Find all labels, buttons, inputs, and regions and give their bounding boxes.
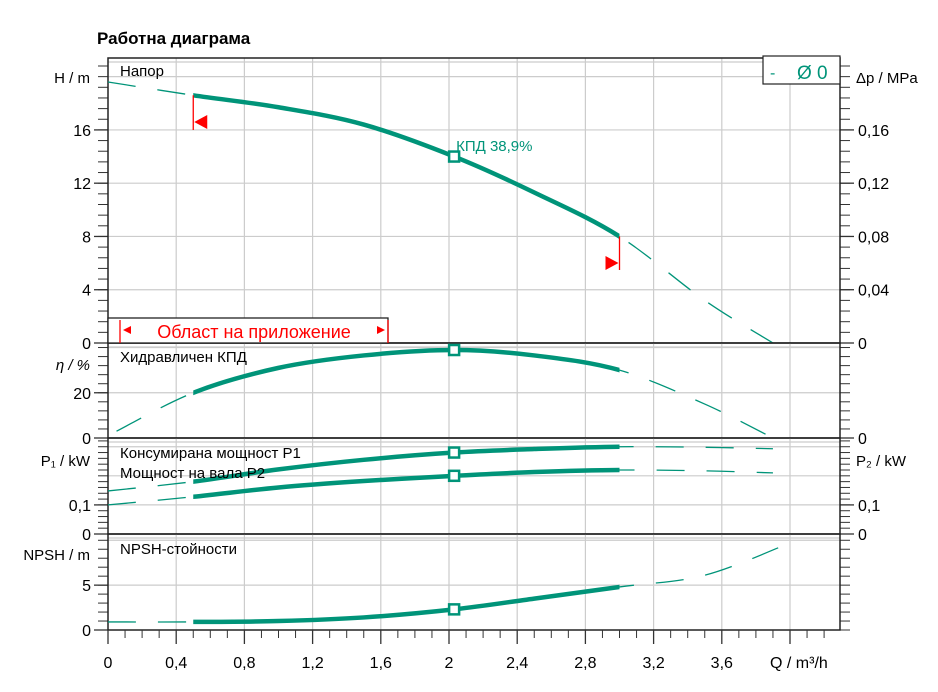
duty-point-marker xyxy=(447,150,461,163)
chart-title: Работна диаграма xyxy=(97,29,251,48)
legend-label: Ø 0 xyxy=(797,63,828,84)
legend-dash: - xyxy=(770,65,775,82)
y-tick-label: 12 xyxy=(73,176,91,193)
x-tick-label: 3,2 xyxy=(642,655,664,672)
y-tick-label: 5 xyxy=(82,578,91,595)
y-tick-label: 20 xyxy=(73,386,91,403)
series-label: Консумирана мощност P1 xyxy=(120,445,301,462)
y-tick-label: 0 xyxy=(82,336,91,353)
y-tick-label-right: 0,08 xyxy=(858,229,889,246)
application-range-box xyxy=(107,317,389,344)
y-tick-label: 16 xyxy=(73,123,91,140)
y-tick-label-right: 0,1 xyxy=(858,498,880,515)
y-tick-label-right: 0,04 xyxy=(858,283,889,300)
x-tick-label: 2,4 xyxy=(506,655,528,672)
application-range-label: Област на приложение xyxy=(157,322,351,342)
x-tick-label: 2 xyxy=(445,655,454,672)
panel-frame xyxy=(107,533,841,631)
series-label: Хидравличен КПД xyxy=(120,349,247,366)
duty-point-marker xyxy=(447,446,461,459)
curve-head xyxy=(193,93,620,240)
x-tick-label: 0 xyxy=(104,655,113,672)
y-tick-label-right: 0 xyxy=(858,336,867,353)
x-tick-label: 0,8 xyxy=(233,655,255,672)
legend-box xyxy=(762,55,841,85)
series-label: NPSH-стойности xyxy=(120,541,237,558)
range-left-arrow-icon xyxy=(123,326,131,334)
y-tick-label: 0,1 xyxy=(69,498,91,515)
y-tick-label-right: 0 xyxy=(858,431,867,448)
range-start-arrow-icon xyxy=(194,115,208,129)
duty-point-marker xyxy=(447,343,461,357)
y-axis-label: P₁ / kW xyxy=(41,453,91,470)
range-end-arrow-icon xyxy=(605,256,619,270)
x-tick-label: 1,2 xyxy=(301,655,323,672)
y-tick-label: 4 xyxy=(82,283,91,300)
y-tick-label: 8 xyxy=(82,229,91,246)
range-right-arrow-icon xyxy=(377,326,385,334)
y-axis-label: η / % xyxy=(56,357,90,374)
y-axis-label-right: P₂ / kW xyxy=(856,453,907,470)
x-axis-label: Q / m³/h xyxy=(770,655,828,672)
duty-point-marker xyxy=(447,603,461,616)
y-axis-label-right: Δp / MPa xyxy=(856,70,918,87)
y-axis-label: H / m xyxy=(54,70,90,87)
duty-point-label: КПД 38,9% xyxy=(456,138,532,155)
duty-point-marker xyxy=(447,469,461,483)
series-label: Напор xyxy=(120,63,164,80)
y-tick-label: 0 xyxy=(82,527,91,544)
y-tick-label-right: 0,16 xyxy=(858,123,889,140)
series-label: Мощност на вала P2 xyxy=(120,465,265,482)
y-axis-label: NPSH / m xyxy=(23,547,90,564)
y-tick-label: 0 xyxy=(82,431,91,448)
x-tick-label: 1,6 xyxy=(370,655,392,672)
x-tick-label: 3,6 xyxy=(711,655,733,672)
y-tick-label-right: 0 xyxy=(858,527,867,544)
y-tick-label-right: 0,12 xyxy=(858,176,889,193)
curve-extended-head xyxy=(107,81,774,344)
y-tick-label: 0 xyxy=(82,623,91,640)
x-tick-label: 2,8 xyxy=(574,655,596,672)
x-tick-label: 0,4 xyxy=(165,655,187,672)
